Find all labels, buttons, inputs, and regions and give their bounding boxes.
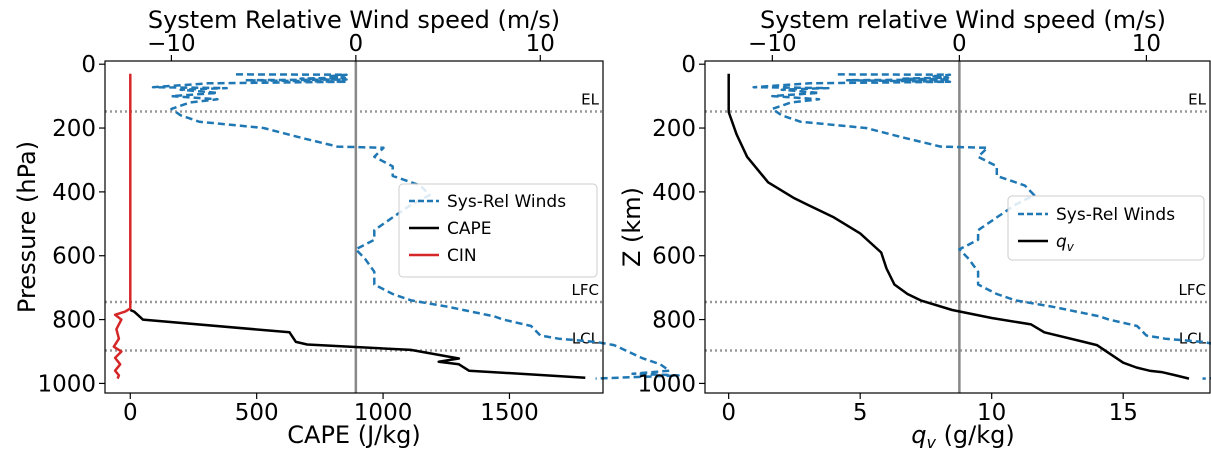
left-x-axis-label: CAPE (J/kg) bbox=[287, 421, 420, 449]
right-legend-qv-label: qv bbox=[1056, 232, 1075, 254]
right-series-sys-rel-winds bbox=[752, 73, 1211, 380]
right-y-tick-label: 600 bbox=[652, 244, 696, 270]
left-y-tick-label: 1000 bbox=[37, 371, 96, 397]
left-top-tick-label: 10 bbox=[526, 31, 555, 57]
right-x-tick-label: 5 bbox=[853, 400, 868, 426]
right-plot-frame bbox=[704, 60, 1211, 394]
left-top-tick-label: 0 bbox=[349, 31, 364, 57]
left-legend-cin-label: CIN bbox=[447, 246, 477, 266]
left-legend-box bbox=[398, 183, 598, 278]
right-y-tick-label: 800 bbox=[652, 308, 696, 334]
left-series-sys-rel-winds bbox=[151, 73, 680, 380]
left-plot-content: EL LFC LCL bbox=[105, 61, 680, 393]
right-top-tick-label: 0 bbox=[952, 31, 967, 57]
right-top-tick-label: 10 bbox=[1132, 31, 1161, 57]
left-x-tick-label: 500 bbox=[235, 400, 279, 426]
right-y-tick-label: 1000 bbox=[637, 371, 696, 397]
left-series-cin bbox=[112, 73, 132, 380]
left-y-tick-label: 600 bbox=[52, 244, 96, 270]
right-x-axis-label: qv (g/kg) bbox=[911, 421, 1015, 451]
right-level-label-lcl: LCL bbox=[1179, 330, 1207, 348]
right-y-axis-label: Z (km) bbox=[618, 187, 646, 267]
left-y-tick-label: 0 bbox=[81, 52, 96, 78]
right-level-label-lfc: LFC bbox=[1179, 281, 1206, 299]
left-x-tick-label: 0 bbox=[123, 400, 138, 426]
left-level-label-el: EL bbox=[581, 90, 599, 108]
left-legend-cape-label: CAPE bbox=[447, 219, 492, 239]
left-level-label-lfc: LFC bbox=[572, 281, 599, 299]
right-y-tick-label: 0 bbox=[681, 52, 696, 78]
right-series-q-v bbox=[727, 73, 1190, 380]
left-legend: Sys-Rel Winds CAPE CIN bbox=[398, 183, 598, 278]
right-legend-box bbox=[1007, 195, 1205, 261]
left-series-cape bbox=[129, 308, 586, 379]
left-x-tick-label: 1000 bbox=[354, 400, 413, 426]
left-y-tick-label: 400 bbox=[52, 180, 96, 206]
right-legend: Sys-Rel Winds qv bbox=[1007, 195, 1205, 261]
left-y-tick-label: 200 bbox=[52, 116, 96, 142]
right-y-tick-label: 400 bbox=[652, 180, 696, 206]
right-x-tick-label: 15 bbox=[1109, 400, 1138, 426]
left-top-tick-label: −10 bbox=[147, 31, 196, 57]
left-top-axis-label: System Relative Wind speed (m/s) bbox=[148, 6, 560, 34]
right-y-tick-label: 200 bbox=[652, 116, 696, 142]
right-x-tick-label: 10 bbox=[977, 400, 1006, 426]
left-plot-frame bbox=[104, 60, 604, 394]
right-x-tick-label: 0 bbox=[721, 400, 736, 426]
left-y-tick-label: 800 bbox=[52, 308, 96, 334]
left-level-label-lcl: LCL bbox=[572, 330, 600, 348]
right-top-tick-label: −10 bbox=[748, 31, 797, 57]
left-x-tick-label: 1500 bbox=[480, 400, 539, 426]
right-legend-winds-label: Sys-Rel Winds bbox=[1056, 205, 1175, 225]
right-plot-content: EL LFC LCL bbox=[705, 61, 1211, 393]
right-level-label-el: EL bbox=[1188, 90, 1206, 108]
right-top-axis-label: System relative Wind speed (m/s) bbox=[760, 6, 1166, 34]
left-y-axis-label: Pressure (hPa) bbox=[13, 141, 41, 313]
left-legend-winds-label: Sys-Rel Winds bbox=[447, 192, 566, 212]
